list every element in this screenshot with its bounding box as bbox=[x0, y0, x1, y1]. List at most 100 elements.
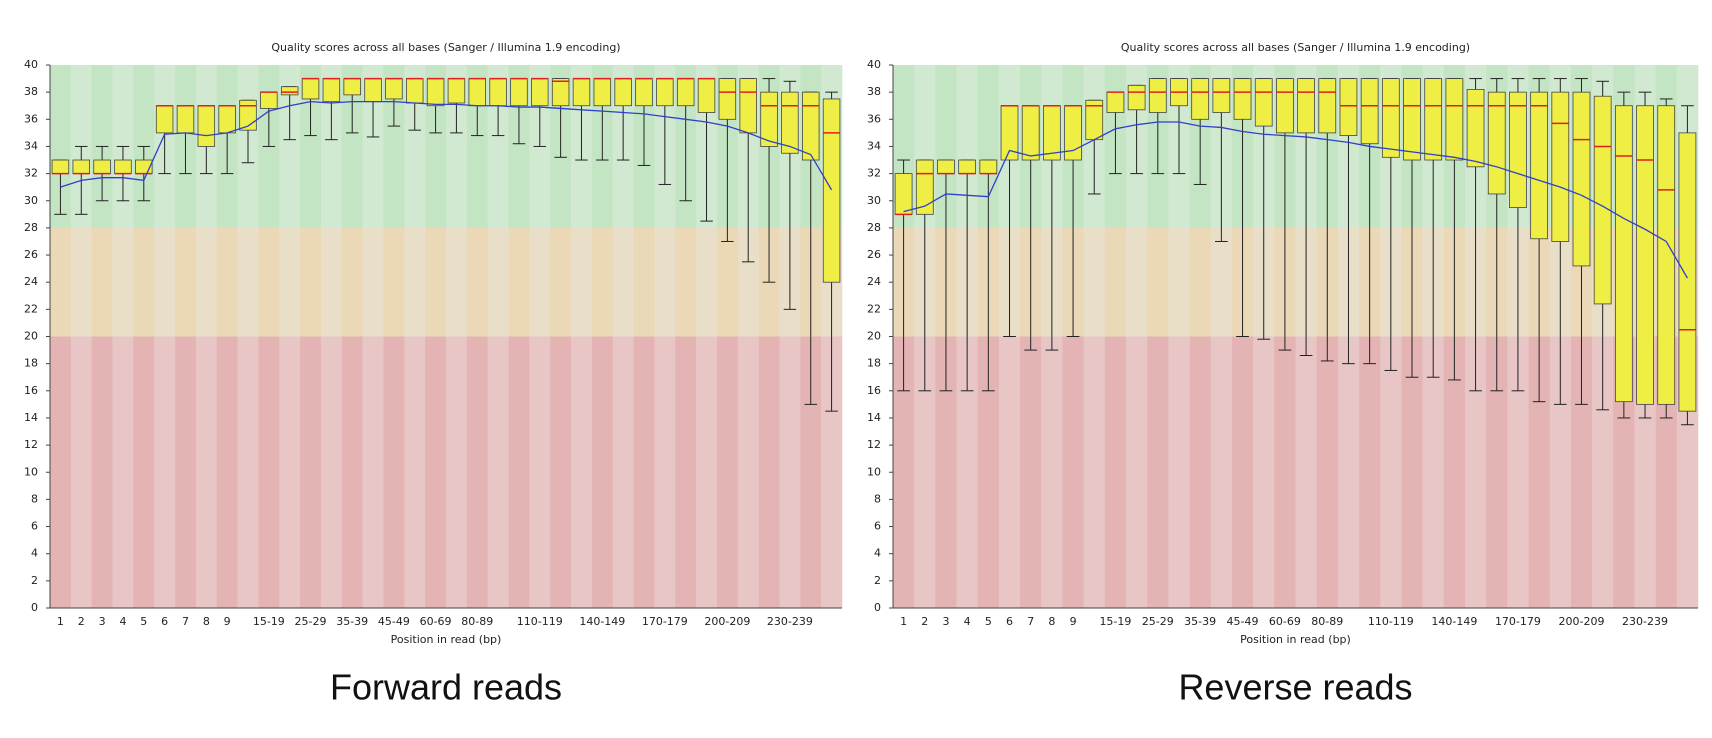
y-tick-label: 28 bbox=[867, 221, 881, 234]
quality-band bbox=[404, 336, 426, 608]
box bbox=[1127, 84, 1146, 111]
quality-band bbox=[1528, 336, 1551, 608]
x-tick-label: 35-39 bbox=[336, 615, 368, 628]
caption: Reverse reads bbox=[1178, 667, 1412, 708]
quality-band bbox=[279, 65, 301, 228]
y-tick-label: 16 bbox=[24, 384, 38, 397]
quality-band bbox=[633, 227, 655, 337]
quality-band bbox=[1126, 336, 1148, 608]
quality-band bbox=[956, 336, 979, 608]
box bbox=[1191, 78, 1210, 120]
box bbox=[1276, 78, 1294, 134]
quality-band bbox=[133, 336, 155, 608]
quality-band bbox=[50, 336, 72, 608]
box bbox=[551, 78, 570, 107]
quality-band bbox=[300, 336, 322, 608]
quality-band bbox=[998, 336, 1021, 608]
x-tick-label: 2 bbox=[921, 615, 928, 628]
y-tick-label: 30 bbox=[867, 194, 881, 207]
x-tick-label: 140-149 bbox=[1431, 615, 1477, 628]
quality-band bbox=[737, 227, 759, 337]
y-tick-label: 14 bbox=[867, 411, 881, 424]
box bbox=[322, 78, 341, 103]
y-tick-label: 30 bbox=[24, 194, 38, 207]
box bbox=[697, 78, 716, 113]
quality-band bbox=[154, 227, 176, 337]
quality-band bbox=[1486, 336, 1508, 608]
quality-band bbox=[1104, 227, 1127, 337]
quality-band bbox=[1592, 336, 1614, 608]
x-tick-label: 6 bbox=[1006, 615, 1013, 628]
quality-band bbox=[1464, 336, 1487, 608]
quality-band bbox=[341, 65, 363, 228]
quality-band bbox=[466, 227, 488, 337]
x-tick-label: 5 bbox=[140, 615, 147, 628]
quality-band bbox=[404, 65, 426, 228]
quality-band bbox=[1253, 336, 1275, 608]
y-tick-label: 14 bbox=[24, 411, 38, 424]
x-tick-label: 200-209 bbox=[704, 615, 750, 628]
quality-band bbox=[1337, 336, 1360, 608]
quality-band bbox=[216, 227, 238, 337]
quality-band bbox=[258, 227, 280, 337]
box bbox=[1466, 89, 1485, 168]
quality-band bbox=[300, 65, 322, 228]
y-tick-label: 4 bbox=[874, 547, 881, 560]
x-tick-label: 80-89 bbox=[1311, 615, 1343, 628]
x-tick-label: 15-19 bbox=[253, 615, 285, 628]
quality-band bbox=[779, 336, 801, 608]
y-tick-label: 12 bbox=[867, 438, 881, 451]
x-tick-label: 110-119 bbox=[1368, 615, 1414, 628]
quality-band bbox=[425, 336, 447, 608]
quality-band bbox=[1210, 227, 1233, 337]
quality-band bbox=[654, 227, 676, 337]
quality-band bbox=[50, 65, 72, 228]
quality-band bbox=[716, 227, 739, 337]
y-tick-label: 22 bbox=[24, 302, 38, 315]
box bbox=[510, 78, 528, 107]
quality-band bbox=[237, 227, 259, 337]
box bbox=[718, 78, 737, 120]
y-tick-label: 8 bbox=[874, 492, 881, 505]
box bbox=[93, 159, 111, 174]
y-tick-label: 24 bbox=[867, 275, 881, 288]
box bbox=[364, 78, 382, 103]
quality-band bbox=[1104, 336, 1127, 608]
box bbox=[572, 78, 591, 107]
x-tick-label: 1 bbox=[57, 615, 64, 628]
quality-band bbox=[612, 227, 634, 337]
quality-band bbox=[446, 227, 468, 337]
quality-band bbox=[571, 336, 593, 608]
x-tick-label: 60-69 bbox=[420, 615, 452, 628]
box bbox=[280, 86, 299, 96]
y-tick-label: 18 bbox=[24, 357, 38, 370]
quality-band bbox=[977, 336, 1000, 608]
quality-band bbox=[1020, 336, 1042, 608]
box bbox=[531, 78, 549, 107]
box bbox=[802, 91, 820, 161]
x-tick-label: 140-149 bbox=[579, 615, 625, 628]
quality-band bbox=[1147, 227, 1169, 337]
quality-band bbox=[91, 336, 113, 608]
quality-band bbox=[446, 65, 468, 228]
quality-band bbox=[320, 227, 343, 337]
quality-band bbox=[550, 227, 572, 337]
quality-band bbox=[1316, 336, 1339, 608]
box bbox=[1233, 78, 1252, 120]
x-tick-label: 200-209 bbox=[1559, 615, 1605, 628]
y-tick-label: 38 bbox=[24, 85, 38, 98]
y-tick-label: 2 bbox=[31, 574, 38, 587]
x-tick-label: 3 bbox=[99, 615, 106, 628]
quality-band bbox=[508, 227, 530, 337]
box bbox=[1212, 78, 1231, 113]
quality-band bbox=[320, 65, 343, 228]
quality-band bbox=[675, 336, 697, 608]
box bbox=[1424, 78, 1443, 161]
box bbox=[197, 105, 216, 147]
quality-band bbox=[893, 336, 915, 608]
y-tick-label: 12 bbox=[24, 438, 38, 451]
box bbox=[260, 91, 278, 109]
y-tick-label: 4 bbox=[31, 547, 38, 560]
quality-band bbox=[1359, 336, 1381, 608]
